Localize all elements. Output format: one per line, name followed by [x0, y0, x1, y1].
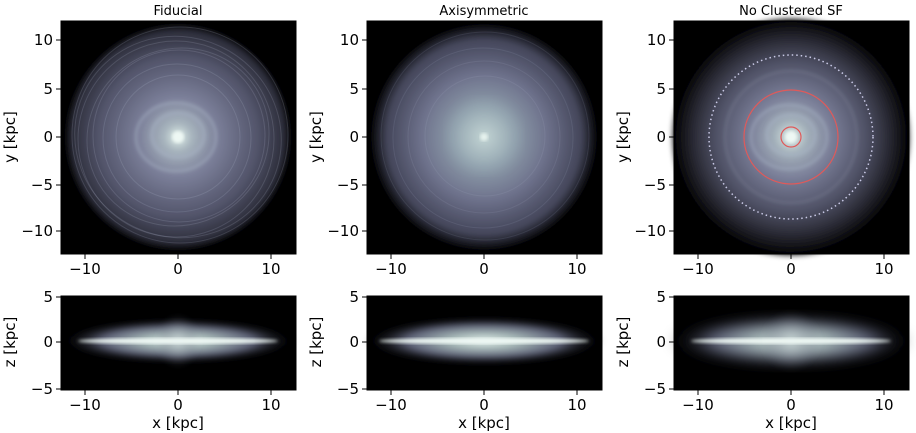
x-tick: −10: [682, 396, 714, 414]
x-tick: 10: [874, 396, 893, 414]
x-tick: −10: [69, 260, 101, 278]
red-outer-circle: [743, 89, 839, 185]
z-tick: 5: [349, 288, 359, 306]
z-axis-label: z [kpc]: [614, 317, 632, 368]
x-tick: 0: [479, 260, 489, 278]
z-tick: 0: [656, 333, 666, 351]
x-tick: 10: [567, 396, 586, 414]
x-tick: −10: [682, 260, 714, 278]
panel-fiducial: Fiducial −10 0 10 10 5 0 −5 −10: [1, 4, 297, 432]
x-tick: 10: [261, 260, 280, 278]
midplane: [379, 338, 589, 344]
z-tick: −5: [31, 380, 53, 398]
z-axis-label: z [kpc]: [1, 317, 19, 368]
y-tick: 5: [43, 80, 53, 98]
midplane: [691, 338, 891, 344]
streams: [71, 26, 289, 244]
edgeon-ticks: [362, 296, 578, 395]
y-axis-label: y [kpc]: [307, 111, 325, 163]
inner-rings: [724, 70, 858, 204]
z-tick: 5: [43, 288, 53, 306]
x-tick: 0: [786, 260, 796, 278]
y-tick: 0: [43, 128, 53, 146]
y-tick: 10: [340, 31, 359, 49]
y-tick: −5: [337, 176, 359, 194]
z-tick: −5: [644, 380, 666, 398]
y-tick: 5: [349, 80, 359, 98]
x-tick: 0: [173, 260, 183, 278]
faceon-ticks: [362, 39, 578, 259]
galaxy-center: [172, 131, 184, 143]
y-axis-label: y [kpc]: [1, 111, 19, 163]
z-tick: 0: [349, 333, 359, 351]
y-tick: 10: [647, 31, 666, 49]
y-tick: 0: [349, 128, 359, 146]
z-axis-label: z [kpc]: [307, 317, 325, 368]
midplane: [78, 338, 278, 344]
y-tick: −5: [644, 176, 666, 194]
x-tick: 0: [173, 396, 183, 414]
x-axis-label: x [kpc]: [765, 414, 817, 432]
x-tick: −10: [69, 396, 101, 414]
y-tick: 0: [656, 128, 666, 146]
panel-no-clustered-sf: No Clustered SF −10 0 10 10 5 0 −5 −10 y…: [614, 4, 913, 432]
y-tick: 10: [34, 31, 53, 49]
panel-title: Fiducial: [154, 4, 203, 19]
panel-title: No Clustered SF: [739, 4, 843, 19]
y-tick: −5: [31, 176, 53, 194]
y-tick: −10: [21, 222, 53, 240]
z-tick: 5: [656, 288, 666, 306]
panel-title: Axisymmetric: [439, 4, 528, 19]
y-axis-label: y [kpc]: [614, 111, 632, 163]
dotted-circle: [708, 54, 874, 220]
x-tick: 10: [874, 260, 893, 278]
z-tick: 0: [43, 333, 53, 351]
red-inner-circle: [780, 126, 802, 148]
faceon-ticks: [56, 39, 272, 259]
edgeon-ticks: [669, 296, 885, 395]
x-tick: −10: [375, 260, 407, 278]
x-axis-label: x [kpc]: [458, 414, 510, 432]
x-tick: 10: [567, 260, 586, 278]
z-tick: −5: [337, 380, 359, 398]
x-tick: 0: [479, 396, 489, 414]
galaxy-center: [480, 133, 488, 141]
y-tick: −10: [327, 222, 359, 240]
y-tick: −10: [634, 222, 666, 240]
streams: [380, 31, 590, 241]
y-tick: 5: [656, 80, 666, 98]
faceon-ticks: [669, 39, 885, 259]
panel-axisymmetric: Axisymmetric −10 0 10 10 5 0 −5 −10 y [k…: [307, 4, 604, 432]
inner-rings: [134, 101, 218, 173]
edgeon-ticks: [56, 296, 272, 395]
galaxy-center: [785, 131, 797, 143]
x-tick: 0: [786, 396, 796, 414]
x-axis-label: x [kpc]: [152, 414, 204, 432]
x-tick: −10: [375, 396, 407, 414]
x-tick: 10: [261, 396, 280, 414]
